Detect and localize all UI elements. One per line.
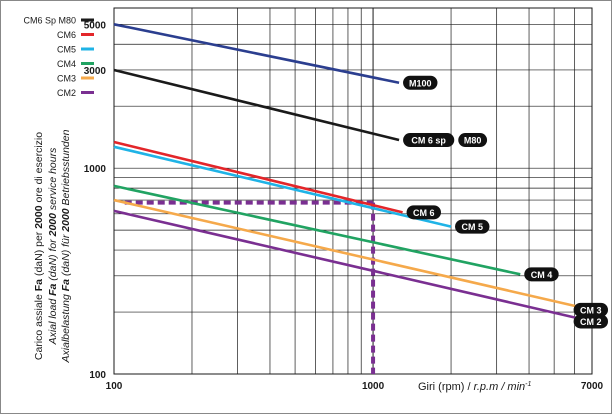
x-tick-label: 100 [106, 381, 123, 392]
y-tick-label: 100 [89, 370, 106, 381]
legend-label-5: CM2 [57, 88, 76, 98]
plot-frame [113, 7, 593, 375]
legend: CM6 Sp M80 CM6 CM5 CM4 CM3 CM2 [23, 16, 94, 98]
tick-labels: 100 1000 7000 100 1000 3000 5000 [84, 20, 604, 392]
series-tag-label: CM 3 [580, 305, 602, 315]
y-axis-label: Carico assiale Fa (daN) per 2000 ore di … [33, 129, 72, 363]
series-tag-badge [573, 314, 608, 329]
y-axis-label-line-0: Carico assiale Fa (daN) per 2000 ore di … [33, 132, 45, 360]
series-tag-label: M80 [464, 136, 482, 146]
x-tick-label: 7000 [581, 381, 604, 392]
series-line-1 [113, 68, 400, 142]
legend-label-4: CM3 [57, 74, 76, 84]
y-axis-label-line-2: Axialbelastung Fa (daN) für 2000 Betrieb… [60, 129, 72, 363]
series-line-6 [113, 209, 593, 323]
x-axis-label: Giri (rpm) / r.p.m / min-1 [418, 381, 531, 393]
legend-label-0: CM6 Sp M80 [23, 16, 76, 26]
legend-label-3: CM4 [57, 59, 76, 69]
series-tag-badge [403, 75, 438, 90]
y-tick-label: 5000 [84, 20, 107, 31]
x-tick-label: 1000 [362, 381, 385, 392]
y-tick-label: 3000 [84, 66, 107, 77]
series-tag-badge [573, 302, 608, 317]
series-tag-label: CM 4 [531, 270, 553, 280]
legend-label-1: CM6 [57, 30, 76, 40]
series-tag-badge [406, 205, 441, 220]
series-line-0 [113, 23, 400, 85]
series-line-5 [113, 198, 593, 312]
series-tag-label: CM 2 [580, 317, 602, 327]
series-tag-label: CM 5 [461, 222, 483, 232]
series-tags: M100 CM 6 sp M80 CM 6 CM 5 CM 4 CM 3 CM 2 [403, 75, 608, 329]
series-tag-badge [524, 267, 559, 282]
series-tag-label: M100 [409, 78, 432, 88]
legend-label-2: CM5 [57, 45, 76, 55]
series-line-2 [113, 140, 403, 214]
series-tag-label: CM 6 sp [411, 136, 446, 146]
series-line-4 [113, 184, 521, 276]
series-tag-badge [458, 133, 488, 148]
y-axis-label-line-1: Axial load Fa (daN) for 2000 service hou… [47, 147, 59, 345]
series-tag-label: CM 6 [413, 208, 435, 218]
series-line-3 [113, 145, 452, 228]
series-tag-badge [455, 219, 490, 234]
series-group [113, 23, 593, 323]
y-tick-label: 1000 [84, 164, 107, 175]
series-tag-badge [403, 133, 455, 148]
